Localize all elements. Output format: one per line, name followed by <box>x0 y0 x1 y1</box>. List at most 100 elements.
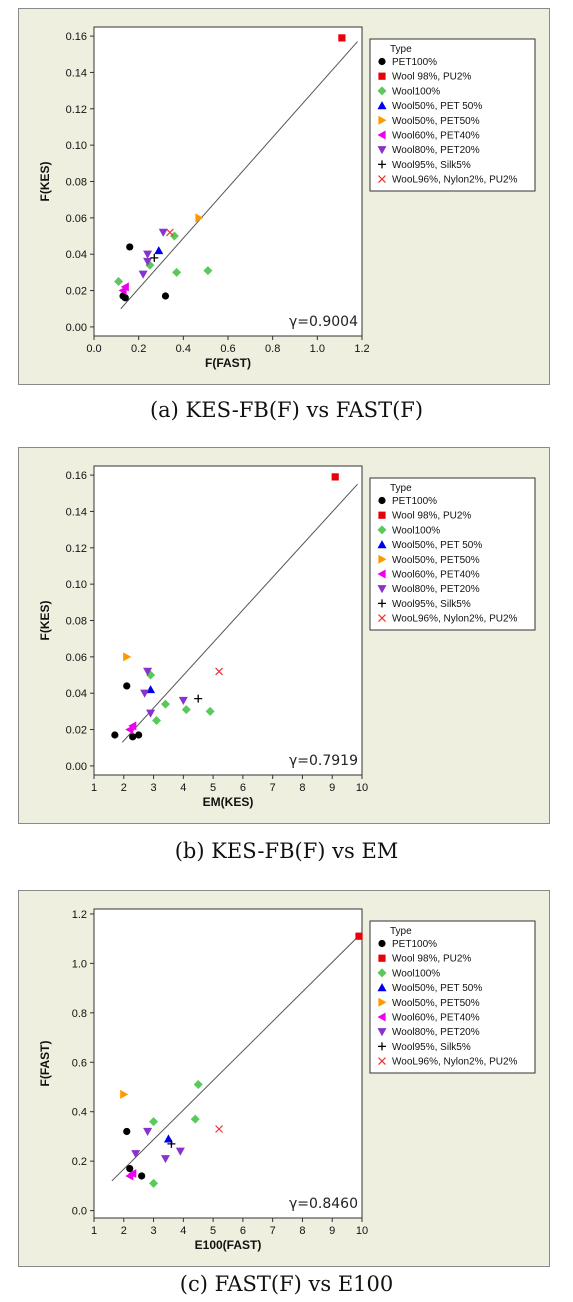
legend-label: Wool 98%, PU2% <box>392 72 471 83</box>
x-tick-label: 4 <box>180 782 186 794</box>
legend-marker <box>377 983 387 992</box>
x-tick-label: 6 <box>240 1225 246 1237</box>
legend-label: Wool 98%, PU2% <box>392 511 471 522</box>
legend-marker <box>378 1057 386 1066</box>
x-tick-label: 0.6 <box>220 343 235 355</box>
data-point <box>138 270 148 279</box>
x-tick-label: 8 <box>299 1225 305 1237</box>
legend-label: PET100% <box>392 939 437 950</box>
plot-area <box>93 26 363 337</box>
data-point <box>129 733 137 741</box>
legend-marker <box>378 554 387 564</box>
data-point <box>190 1114 200 1124</box>
y-tick-label: 0.16 <box>66 31 87 43</box>
x-axis-title: E100(FAST) <box>195 1238 262 1252</box>
legend-marker <box>378 614 386 623</box>
x-tick-label: 0.8 <box>265 343 280 355</box>
y-tick-label: 0.06 <box>66 652 87 664</box>
y-tick-label: 0.04 <box>66 249 87 261</box>
legend-label: Wool50%, PET 50% <box>392 101 482 112</box>
y-tick-label: 0.0 <box>72 1206 87 1218</box>
data-point <box>121 294 129 302</box>
y-tick-label: 0.12 <box>66 104 87 116</box>
x-tick-label: 1.0 <box>310 343 325 355</box>
x-tick-label: 1 <box>91 1225 97 1237</box>
y-axis-title: F(KES) <box>38 162 52 202</box>
legend-label: Wool 98%, PU2% <box>392 954 471 965</box>
legend-title: Type <box>390 926 412 937</box>
data-point <box>193 1080 203 1090</box>
data-point <box>338 34 346 42</box>
legend-marker <box>378 160 386 169</box>
x-tick-label: 7 <box>270 782 276 794</box>
correlation-annotation: γ=0.7919 <box>289 753 358 769</box>
chart-panel-b: 1 2 3 4 5 6 7 8 9 10 0.00 0.02 0.04 0.06 0.08 0.10 0.12 0… <box>18 447 550 824</box>
legend-label: Wool50%, PET50% <box>392 555 480 566</box>
correlation-annotation: γ=0.8460 <box>289 1196 358 1212</box>
x-tick-label: 10 <box>356 1225 368 1237</box>
legend-label: PET100% <box>392 57 437 68</box>
y-tick-label: 0.8 <box>72 1008 87 1020</box>
y-tick-label: 0.00 <box>66 761 87 773</box>
legend-marker <box>377 86 387 96</box>
y-tick-label: 0.14 <box>66 506 87 518</box>
data-point <box>158 228 168 237</box>
data-point <box>123 1127 131 1136</box>
data-point <box>166 228 174 237</box>
legend-marker <box>378 57 386 66</box>
data-point <box>167 1139 176 1148</box>
legend-label: Wool60%, PET40% <box>392 1013 480 1024</box>
plot-area <box>93 465 363 776</box>
legend-marker <box>377 525 387 535</box>
legend-label: Wool95%, Silk5% <box>392 599 471 610</box>
legend-marker <box>377 540 387 549</box>
y-tick-label: 0.08 <box>66 177 87 189</box>
legend-label: Wool50%, PET50% <box>392 998 480 1009</box>
legend-label: WooL96%, Nylon2%, PU2% <box>392 175 518 186</box>
data-point <box>205 706 215 716</box>
regression-line <box>121 483 358 743</box>
data-point <box>152 715 162 725</box>
x-tick-label: 5 <box>210 782 216 794</box>
y-tick-label: 0.02 <box>66 286 87 298</box>
legend-marker <box>377 1028 387 1037</box>
legend-box <box>369 477 536 631</box>
x-tick-label: 1 <box>91 782 97 794</box>
y-tick-label: 0.02 <box>66 725 87 737</box>
legend-marker <box>378 599 386 608</box>
legend-marker <box>378 115 387 125</box>
caption-a: (a) KES-FB(F) vs FAST(F) <box>149 398 424 422</box>
data-point <box>149 1117 159 1127</box>
y-axis-title: F(FAST) <box>38 1041 52 1087</box>
data-point <box>111 731 119 739</box>
data-point <box>114 276 124 286</box>
correlation-annotation: γ=0.9004 <box>289 314 358 330</box>
caption-b: (b) KES-FB(F) vs EM <box>174 839 399 863</box>
legend-marker <box>378 496 386 505</box>
legend-title: Type <box>390 483 412 494</box>
x-tick-label: 9 <box>329 782 335 794</box>
y-tick-label: 0.6 <box>72 1057 87 1069</box>
y-tick-label: 0.12 <box>66 543 87 555</box>
y-tick-label: 0.10 <box>66 579 87 591</box>
legend-marker <box>377 585 387 594</box>
x-axis-title: EM(KES) <box>203 795 254 809</box>
y-tick-label: 1.0 <box>72 958 87 970</box>
data-point <box>195 213 204 223</box>
legend-marker <box>377 569 386 579</box>
data-point <box>178 696 188 705</box>
x-tick-label: 1.2 <box>354 343 369 355</box>
legend-marker <box>377 1012 386 1022</box>
legend-label: Wool60%, PET40% <box>392 570 480 581</box>
chart-svg-b: 1 2 3 4 5 6 7 8 9 10 0.00 0.02 0.04 0.06 0.08 0.10 0.12 0… <box>38 465 536 809</box>
legend-marker <box>378 175 386 184</box>
legend-label: Wool60%, PET40% <box>392 131 480 142</box>
legend-label: Wool100% <box>392 968 440 979</box>
data-point <box>160 699 170 709</box>
data-point <box>194 694 203 703</box>
x-tick-label: 2 <box>121 1225 127 1237</box>
x-tick-label: 8 <box>299 782 305 794</box>
legend-label: Wool80%, PET20% <box>392 584 480 595</box>
data-point <box>215 1125 223 1133</box>
data-point <box>146 685 156 694</box>
